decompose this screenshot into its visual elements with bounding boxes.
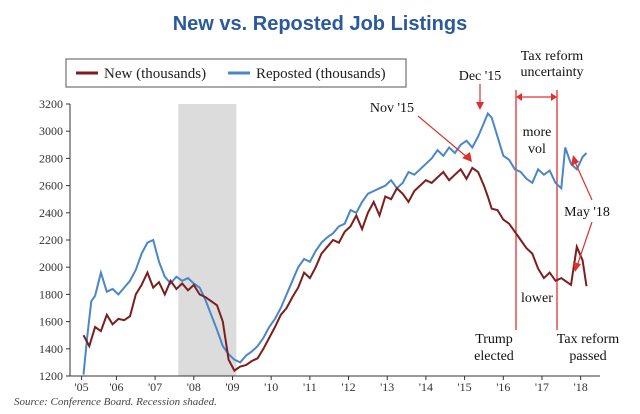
x-tick-label: '11 xyxy=(303,380,317,394)
uncertainty-arrowhead-left xyxy=(516,93,522,101)
y-tick-label: 3000 xyxy=(39,124,63,138)
y-tick-label: 2000 xyxy=(39,260,63,274)
y-tick-label: 1200 xyxy=(39,369,63,383)
may18-arrowhead-down xyxy=(573,262,581,272)
legend: New (thousands) Reposted (thousands) xyxy=(65,58,407,88)
may18-arrow-down xyxy=(576,221,593,267)
x-tick-label: '06 xyxy=(109,380,123,394)
x-tick-label: '13 xyxy=(380,380,394,394)
chart-title: New vs. Reposted Job Listings xyxy=(173,13,468,35)
annotation-tax-uncertainty-2: uncertainty xyxy=(521,65,584,80)
x-tick-label: '16 xyxy=(496,380,510,394)
nov15-arrowhead xyxy=(462,152,472,162)
x-tick-label: '14 xyxy=(419,380,433,394)
y-tick-label: 2800 xyxy=(39,151,63,165)
annotation-tax-passed-2: passed xyxy=(569,349,606,364)
y-tick-label: 1600 xyxy=(39,315,63,329)
x-tick-label: '18 xyxy=(574,380,588,394)
x-axis: '05 '06 '07 '08 '09 '10 '11 '12 '13 '14 '15 '16 '17 '… xyxy=(75,376,588,394)
annotation-more-vol-1: more xyxy=(523,125,552,140)
y-tick-label: 1400 xyxy=(39,342,63,356)
annotation-trump-1: Trump xyxy=(475,332,513,347)
dec15-arrowhead xyxy=(476,102,484,110)
x-tick-label: '05 xyxy=(75,380,89,394)
may18-arrow-up xyxy=(574,161,593,201)
legend-label-new: New (thousands) xyxy=(104,66,206,82)
y-axis: 1200 1400 1600 1800 2000 2200 2400 2600 2800 3000… xyxy=(39,97,70,383)
annotation-nov15: Nov '15 xyxy=(370,101,414,116)
y-tick-label: 1800 xyxy=(39,287,63,301)
annotation-may18: May '18 xyxy=(564,205,610,220)
uncertainty-arrowhead-right xyxy=(551,93,557,101)
y-tick-label: 2200 xyxy=(39,233,63,247)
x-tick-label: '09 xyxy=(225,380,239,394)
y-tick-label: 2400 xyxy=(39,206,63,220)
series-line-reposted xyxy=(82,111,588,375)
x-tick-label: '08 xyxy=(187,380,201,394)
recession-shading xyxy=(178,104,237,376)
x-tick-label: '12 xyxy=(341,380,355,394)
legend-label-reposted: Reposted (thousands) xyxy=(256,66,386,82)
annotation-arrows xyxy=(417,84,593,272)
annotation-tax-passed-1: Tax reform xyxy=(557,332,619,347)
annotation-trump-2: elected xyxy=(474,349,514,364)
y-tick-label: 3200 xyxy=(39,97,63,111)
annotation-dec15: Dec '15 xyxy=(459,69,502,84)
x-tick-label: '17 xyxy=(535,380,549,394)
series-line-new xyxy=(82,166,588,373)
source-note: Source: Conference Board. Recession shad… xyxy=(14,396,217,408)
nov15-arrow xyxy=(417,115,469,159)
annotation-tax-uncertainty-1: Tax reform xyxy=(521,49,583,64)
x-tick-label: '07 xyxy=(148,380,162,394)
may18-arrowhead-up xyxy=(571,155,579,166)
annotation-more-vol-2: vol xyxy=(528,142,546,157)
x-tick-label: '10 xyxy=(264,380,278,394)
x-tick-label: '15 xyxy=(458,380,472,394)
y-tick-label: 2600 xyxy=(39,179,63,193)
annotation-lower: lower xyxy=(521,291,553,306)
